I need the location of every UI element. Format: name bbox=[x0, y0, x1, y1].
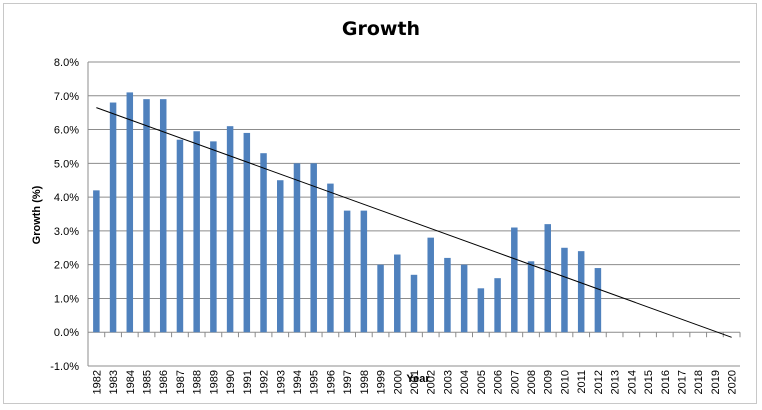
x-tick-label: 2008 bbox=[526, 370, 538, 394]
bar-2006 bbox=[494, 278, 501, 333]
bar-1998 bbox=[360, 210, 368, 333]
chart-title: Growth bbox=[341, 18, 421, 40]
x-tick-label: 1982 bbox=[91, 370, 103, 394]
bar-1988 bbox=[193, 131, 200, 333]
x-tick-label: 2012 bbox=[593, 370, 605, 394]
x-tick-label: 1983 bbox=[108, 370, 120, 394]
y-axis-label: Growth (%) bbox=[31, 185, 43, 244]
x-tick-label: 2018 bbox=[693, 370, 705, 394]
bar-1991 bbox=[243, 132, 251, 333]
bar-2004 bbox=[460, 264, 468, 333]
x-tick-label: 2015 bbox=[643, 370, 655, 394]
x-tick-label: 2003 bbox=[442, 370, 454, 394]
x-tick-label: 2007 bbox=[509, 370, 521, 394]
bar-1987 bbox=[176, 139, 184, 333]
x-tick-label: 1990 bbox=[225, 370, 237, 394]
x-tick-label: 1999 bbox=[376, 370, 388, 394]
y-tick-label: 6.0% bbox=[54, 125, 79, 137]
y-tick-label: 4.0% bbox=[54, 192, 79, 204]
y-tick-labels: -1.0% 0.0% 1.0% 2.0% 3.0% 4.0% 5.0% 6.0% 7.0% 8.0… bbox=[50, 57, 79, 373]
x-tick-label: 2000 bbox=[392, 370, 404, 394]
x-tick-label: 2004 bbox=[459, 370, 471, 394]
x-tick-label: 2020 bbox=[727, 370, 739, 394]
bar-1999 bbox=[377, 264, 384, 333]
x-tick-label: 1996 bbox=[325, 370, 337, 394]
bar-2012 bbox=[594, 268, 602, 333]
bar-1995 bbox=[310, 163, 317, 333]
bar-1986 bbox=[159, 99, 167, 333]
bar-2008 bbox=[527, 261, 535, 333]
bar-1997 bbox=[343, 210, 351, 333]
bar-2001 bbox=[410, 274, 418, 333]
x-tick-label: 1993 bbox=[275, 370, 287, 394]
y-tick-label: 0.0% bbox=[54, 327, 79, 339]
bar-1989 bbox=[210, 141, 217, 333]
x-tick-label: 1997 bbox=[342, 370, 354, 394]
trendline bbox=[96, 107, 732, 338]
y-tick-label: 5.0% bbox=[54, 158, 79, 170]
x-tick-label: 2014 bbox=[626, 370, 638, 394]
x-tick-label: 1984 bbox=[125, 370, 137, 394]
bar-2003 bbox=[444, 257, 451, 333]
bar-2009 bbox=[544, 224, 551, 333]
bar-1985 bbox=[143, 99, 150, 333]
x-tick-label: 1987 bbox=[175, 370, 187, 394]
bar-2002 bbox=[427, 237, 434, 333]
y-tick-label: 1.0% bbox=[54, 293, 79, 305]
y-tick-label: 2.0% bbox=[54, 260, 79, 272]
x-tick-label: 2016 bbox=[660, 370, 672, 394]
bar-2005 bbox=[477, 288, 485, 333]
bar-1984 bbox=[126, 92, 134, 333]
bar-1982 bbox=[93, 190, 100, 333]
x-tick-label: 1992 bbox=[259, 370, 271, 394]
x-tick-label: 2005 bbox=[476, 370, 488, 394]
x-tick-label: 1995 bbox=[309, 370, 321, 394]
x-tick-label: 1985 bbox=[142, 370, 154, 394]
x-tick-label: 2001 bbox=[409, 370, 421, 394]
x-tick-label: 1988 bbox=[192, 370, 204, 394]
bar-1994 bbox=[293, 163, 301, 333]
x-tick-label: 1991 bbox=[242, 370, 254, 394]
bar-2010 bbox=[561, 247, 568, 333]
y-tick-label: 3.0% bbox=[54, 226, 79, 238]
y-tick-label: 7.0% bbox=[54, 91, 79, 103]
bar-1990 bbox=[226, 126, 234, 333]
trendline-layer bbox=[96, 107, 732, 338]
y-tick-label: 8.0% bbox=[54, 57, 79, 69]
bar-1983 bbox=[109, 102, 117, 333]
x-tick-label: 2011 bbox=[576, 370, 588, 394]
bar-1993 bbox=[277, 180, 284, 333]
x-tick-label: 1986 bbox=[158, 370, 170, 394]
y-tick-label: -1.0% bbox=[50, 361, 79, 373]
x-tick-label: 2002 bbox=[426, 370, 438, 394]
x-tick-label: 2009 bbox=[543, 370, 555, 394]
x-tick-label: 2017 bbox=[676, 370, 688, 394]
x-tick-label: 2013 bbox=[610, 370, 622, 394]
bar-2000 bbox=[394, 254, 401, 333]
x-tick-label: 1998 bbox=[359, 370, 371, 394]
x-tick-label: 2019 bbox=[710, 370, 722, 394]
bar-1992 bbox=[260, 153, 267, 333]
x-tick-label: 1989 bbox=[208, 370, 220, 394]
bar-2011 bbox=[577, 251, 585, 333]
bar-1996 bbox=[327, 183, 334, 333]
bars bbox=[93, 92, 602, 333]
bar-2007 bbox=[511, 227, 518, 333]
x-tick-labels: 1982 1983 1984 1985 1986 1987 1988 1989 1990 1991… bbox=[91, 370, 738, 394]
x-tick-label: 1994 bbox=[292, 370, 304, 394]
x-tick-label: 2010 bbox=[559, 370, 571, 394]
x-tick-label: 2006 bbox=[493, 370, 505, 394]
x-axis-label: Year bbox=[406, 373, 430, 385]
